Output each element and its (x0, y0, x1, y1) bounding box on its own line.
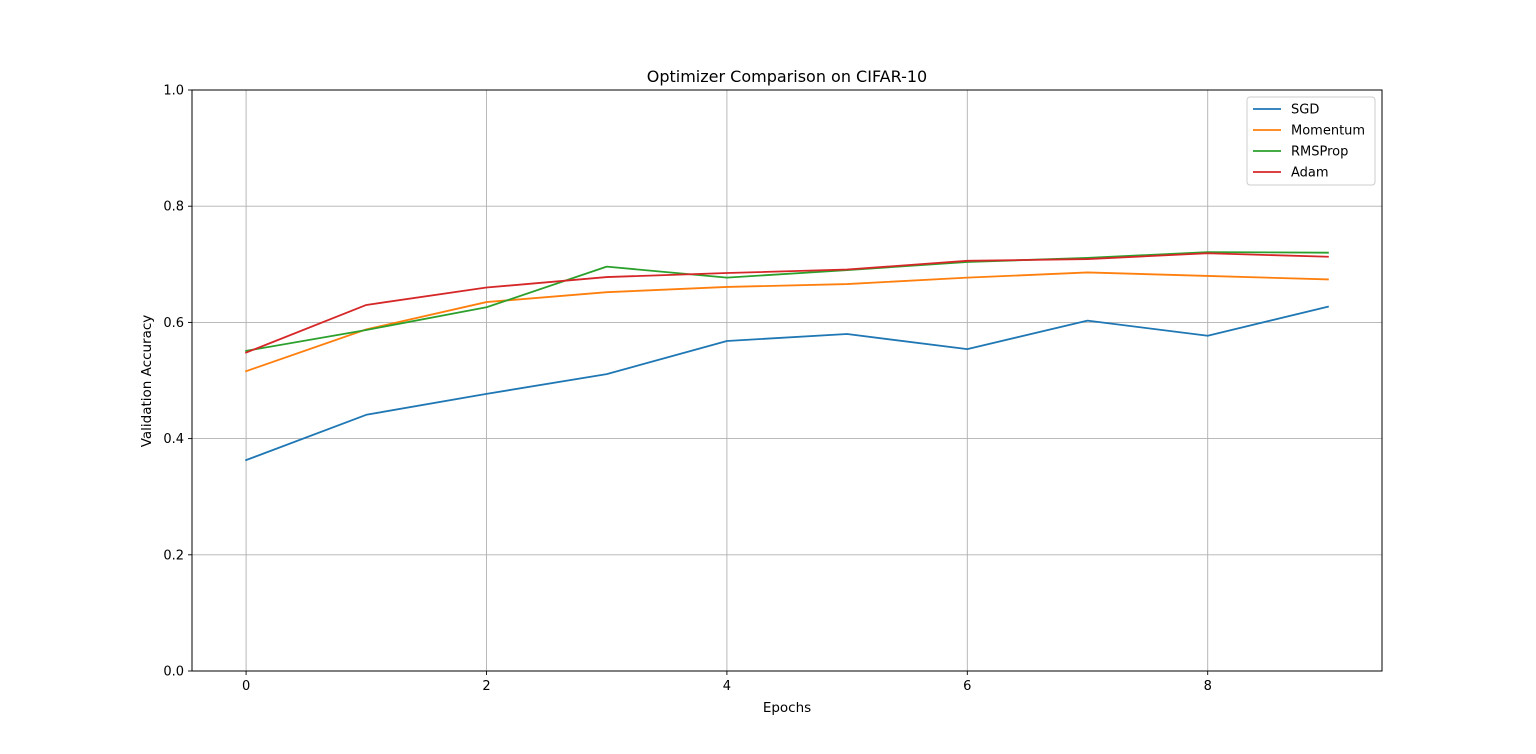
y-tick-label: 1.0 (163, 84, 184, 99)
legend-box (1246, 96, 1376, 186)
legend: SGD Momentum RMSProp Adam (1246, 96, 1376, 186)
y-tick-label: 0.0 (163, 665, 184, 680)
y-tick-label: 0.4 (163, 432, 184, 447)
series-line-adam (244, 252, 1329, 354)
series-line-sgd (244, 305, 1329, 462)
x-axis-ticks: 0 2 4 6 8 (242, 671, 1212, 694)
x-tick-label: 4 (723, 679, 731, 694)
y-tick-label: 0.2 (163, 548, 184, 563)
series-line-rmsprop (245, 251, 1329, 352)
chart-title: Optimizer Comparison on CIFAR-10 (647, 67, 927, 86)
x-tick-label: 6 (963, 679, 971, 694)
y-axis-label: Validation Accuracy (139, 315, 155, 448)
legend-label-momentum: Momentum (1291, 124, 1365, 139)
y-tick-label: 0.8 (163, 200, 184, 215)
x-tick-label: 2 (482, 679, 490, 694)
y-tick-label: 0.6 (163, 316, 184, 331)
legend-label-rmsprop: RMSProp (1291, 145, 1348, 160)
plot-frame (191, 89, 1383, 672)
legend-label-adam: Adam (1291, 166, 1329, 181)
legend-label-sgd: SGD (1291, 103, 1319, 118)
x-tick-label: 0 (242, 679, 250, 694)
y-axis-ticks: 0.0 0.2 0.4 0.6 0.8 1.0 (163, 84, 192, 680)
series-lines (244, 251, 1329, 462)
x-tick-label: 8 (1204, 679, 1212, 694)
x-axis-label: Epochs (763, 700, 811, 716)
series-line-momentum (244, 271, 1329, 373)
